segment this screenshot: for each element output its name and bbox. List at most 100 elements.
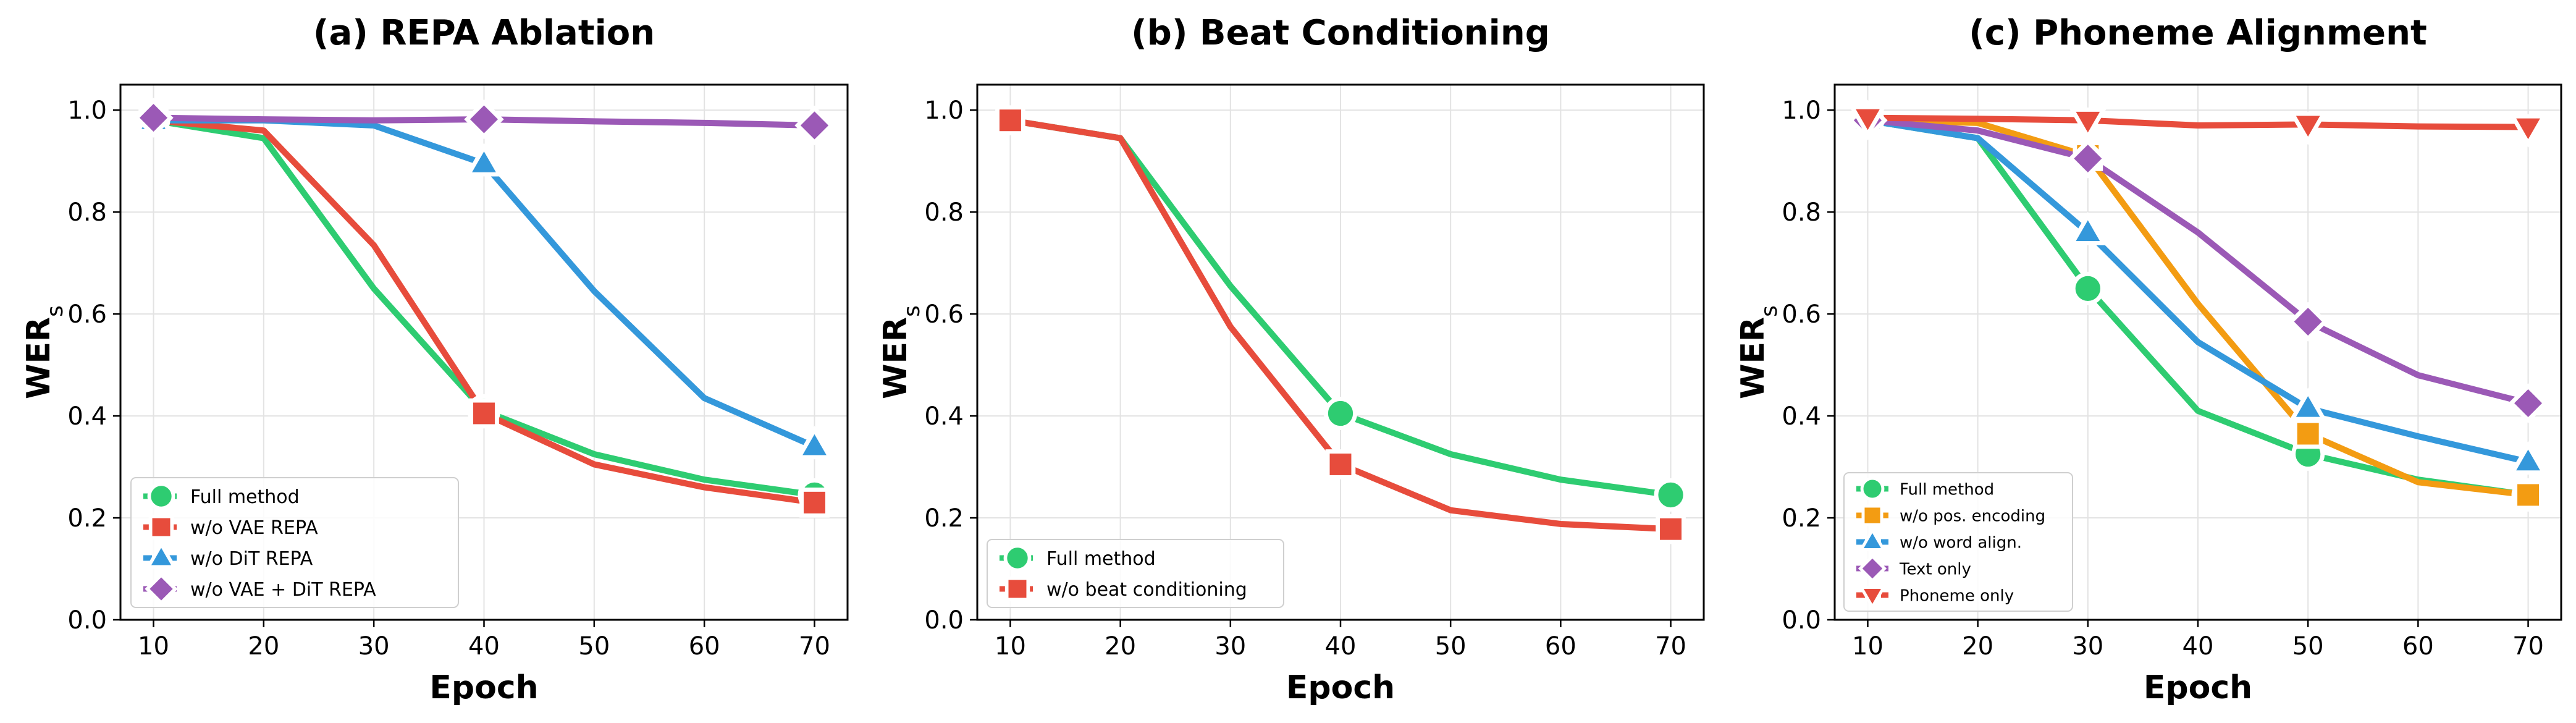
legend-label: w/o DiT REPA (190, 548, 313, 570)
data-point (2068, 211, 2108, 245)
x-tick-label: 20 (1105, 632, 1136, 661)
legend-label: Text only (1899, 560, 1971, 578)
series-line-3 (1864, 117, 2532, 465)
series-line-5 (1864, 114, 2532, 130)
chart-panel-2: 10 20 30 40 50 60 70 0.0 0.2 0.4 0.6 0.8 1.0 (b) Beat… (877, 13, 1705, 706)
x-tick-label: 30 (2072, 632, 2103, 661)
data-point (799, 487, 830, 518)
legend-marker (1861, 504, 1884, 526)
y-tick-label: 0.8 (1782, 198, 1821, 227)
x-axis-label: Epoch (429, 669, 538, 706)
y-axis-label: WERs (20, 305, 68, 399)
y-tick-label: 1.0 (924, 96, 964, 125)
x-tick-label: 50 (1435, 632, 1467, 661)
y-tick-label: 1.0 (1782, 96, 1821, 125)
data-point (464, 99, 504, 140)
data-point (2288, 387, 2328, 421)
legend-box (130, 477, 459, 608)
x-axis-label: Epoch (2144, 669, 2252, 706)
legend-label: w/o beat conditioning (1046, 579, 1247, 601)
legend-marker (145, 572, 178, 606)
data-point (1654, 478, 1688, 512)
data-point (2292, 418, 2323, 449)
data-point (794, 105, 835, 146)
y-tick-label: 0.6 (924, 300, 964, 329)
y-tick-label: 0.8 (67, 198, 107, 227)
chart-title: (b) Beat Conditioning (1131, 13, 1550, 53)
y-tick-label: 0.4 (67, 402, 107, 431)
data-point (2068, 138, 2108, 179)
data-point (2288, 302, 2328, 342)
legend-marker (148, 514, 174, 540)
legend-marker (1858, 586, 1887, 611)
legend-label: w/o pos. encoding (1900, 507, 2045, 525)
data-point (469, 398, 499, 429)
x-tick-label: 20 (1962, 632, 1993, 661)
x-tick-label: 50 (2292, 632, 2324, 661)
x-tick-label: 70 (799, 632, 830, 661)
y-tick-label: 0.4 (924, 402, 964, 431)
legend-marker (1004, 576, 1030, 602)
legend-marker (147, 482, 175, 510)
y-axis-label: WERs (1735, 305, 1782, 399)
legend-marker (1003, 544, 1032, 572)
data-point (2509, 114, 2548, 148)
data-point (1656, 514, 1686, 544)
data-point (2509, 441, 2548, 475)
x-tick-label: 20 (248, 632, 279, 661)
y-tick-label: 0.4 (1782, 402, 1821, 431)
chart-panel-3: 10 20 30 40 50 60 70 0.0 0.2 0.4 0.6 0.8 1.0 (c) Phon… (1735, 13, 2562, 706)
legend-label: Full method (190, 486, 300, 508)
data-point (465, 143, 503, 177)
plot-frame (1833, 83, 2562, 621)
plot-frame (119, 83, 849, 621)
x-tick-label: 10 (995, 632, 1026, 661)
x-tick-label: 40 (1325, 632, 1357, 661)
legend-box (1843, 472, 2073, 612)
legend: Full method w/o VAE REPA w/o DiT REPA w/o V… (130, 477, 459, 608)
x-tick-label: 60 (2402, 632, 2434, 661)
y-tick-label: 0.6 (1782, 300, 1821, 329)
chart-title: (a) REPA Ablation (313, 13, 655, 53)
data-point (1324, 396, 1357, 430)
y-tick-label: 0.2 (924, 504, 964, 533)
x-tick-label: 70 (1655, 632, 1686, 661)
y-tick-label: 0.6 (67, 300, 107, 329)
y-tick-label: 0.2 (67, 504, 107, 533)
legend-marker (1860, 476, 1885, 501)
legend-label: Full method (1900, 480, 1994, 499)
legend-marker (1858, 526, 1887, 551)
x-tick-label: 70 (2512, 632, 2544, 661)
legend-label: w/o VAE + DiT REPA (190, 579, 376, 601)
x-axis-label: Epoch (1286, 669, 1395, 706)
data-point (1848, 104, 1887, 139)
x-tick-label: 30 (358, 632, 390, 661)
y-tick-label: 0.0 (924, 606, 964, 635)
legend-label: Full method (1046, 548, 1156, 570)
y-tick-label: 0.2 (1782, 504, 1821, 533)
x-tick-label: 40 (468, 632, 500, 661)
legend-label: w/o word align. (1900, 533, 2022, 552)
legend-marker (145, 541, 177, 569)
data-point (2068, 108, 2108, 142)
legend: Full method w/o pos. encoding w/o word ali… (1843, 472, 2073, 612)
series-line-4 (1864, 117, 2532, 407)
x-tick-label: 60 (689, 632, 720, 661)
x-tick-label: 10 (138, 632, 169, 661)
data-point (2508, 383, 2548, 423)
chart-title: (c) Phoneme Alignment (1969, 13, 2427, 53)
x-tick-label: 10 (1852, 632, 1884, 661)
x-tick-label: 40 (2182, 632, 2214, 661)
data-point (2071, 271, 2105, 305)
data-point (133, 98, 174, 138)
data-point (795, 426, 834, 460)
data-point (2513, 480, 2543, 510)
legend-label: Phoneme only (1900, 586, 2014, 605)
x-tick-label: 50 (578, 632, 610, 661)
y-tick-label: 0.0 (67, 606, 107, 635)
legend-marker (1858, 554, 1887, 583)
x-tick-label: 30 (1214, 632, 1246, 661)
plot-frame (976, 83, 1705, 621)
chart-panel-1: 10 20 30 40 50 60 70 0.0 0.2 0.4 0.6 0.8 1.0 (a) REPA… (20, 13, 849, 706)
